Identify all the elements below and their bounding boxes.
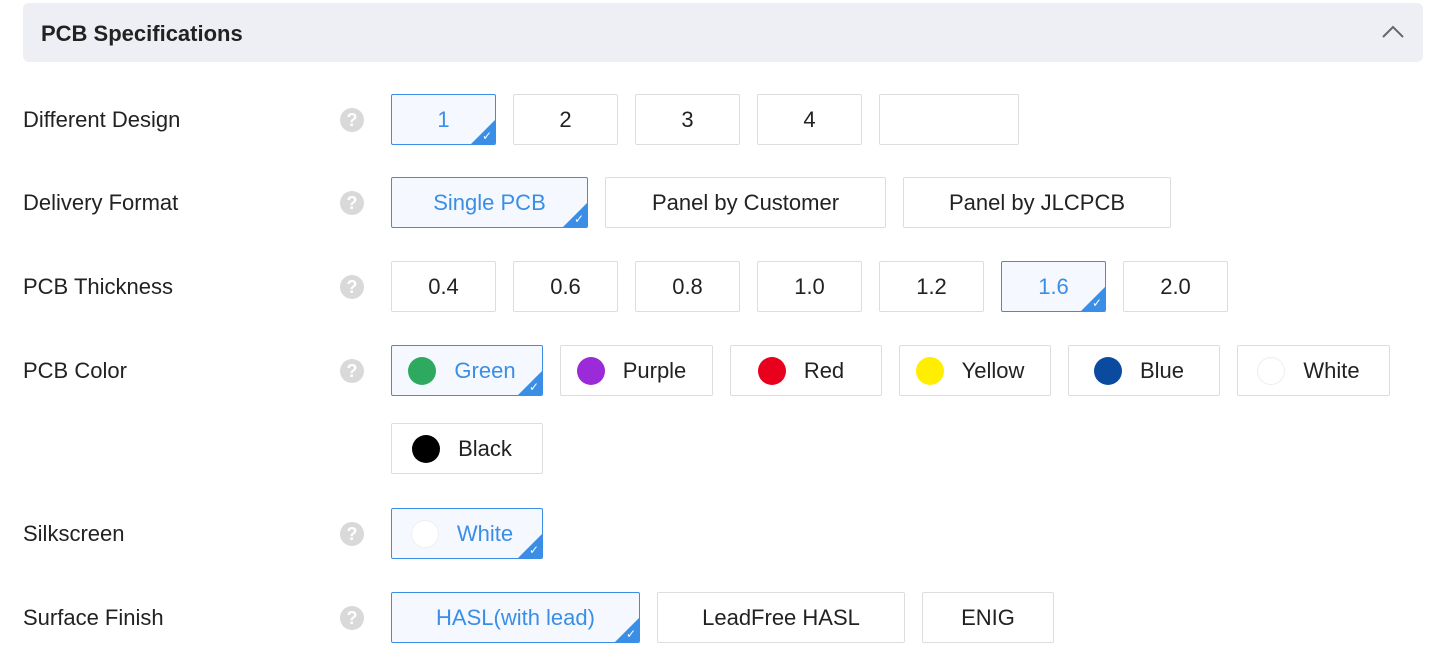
pcb-thickness-label: PCB Thickness [23, 274, 173, 299]
option-enig[interactable]: ENIG [922, 592, 1054, 643]
help-icon[interactable]: ? [340, 522, 364, 546]
different-design-label: Different Design [23, 107, 181, 132]
color-swatch-icon [408, 356, 437, 385]
chevron-up-icon[interactable] [1381, 23, 1405, 39]
option-1.2[interactable]: 1.2 [879, 261, 984, 312]
color-swatch-icon [410, 519, 439, 548]
option-hasl-with-lead-[interactable]: HASL(with lead) ✓ [391, 592, 640, 643]
option-label: 1.2 [916, 273, 947, 299]
option-label: Purple [622, 357, 687, 383]
option-yellow[interactable]: Yellow [899, 345, 1051, 396]
silkscreen-options: White ✓ [391, 508, 1411, 559]
option-label: 2 [559, 106, 572, 132]
option-label: 1 [437, 106, 450, 132]
option-label: 0.8 [672, 273, 703, 299]
option-label: Single PCB [433, 189, 546, 215]
delivery-format-options: Single PCB ✓ Panel by Customer Panel by JLC… [391, 177, 1411, 228]
color-swatch-icon [412, 434, 441, 463]
option-0.6[interactable]: 0.6 [513, 261, 618, 312]
option-white[interactable]: White [1237, 345, 1390, 396]
option-label: 0.4 [428, 273, 459, 299]
custom-design-count-input[interactable] [879, 94, 1019, 145]
help-icon[interactable]: ? [340, 359, 364, 383]
option-label: Yellow [961, 357, 1025, 383]
option-red[interactable]: Red [730, 345, 882, 396]
option-label: ENIG [961, 604, 1015, 630]
color-swatch-icon [576, 356, 605, 385]
option-label: 1.0 [794, 273, 825, 299]
option-label: Blue [1139, 357, 1185, 383]
pcb-color-options: Green ✓ Purple Red Yellow Blue White Black [391, 345, 1411, 474]
check-icon: ✓ [573, 212, 584, 226]
color-swatch-icon [1093, 356, 1122, 385]
pcb-thickness-options: 0.4 0.6 0.8 1.0 1.2 1.6 ✓ 2.0 [391, 261, 1411, 312]
color-swatch-icon [757, 356, 786, 385]
option-label: White [1303, 357, 1360, 383]
option-1.0[interactable]: 1.0 [757, 261, 862, 312]
option-white[interactable]: White ✓ [391, 508, 543, 559]
option-label: Red [803, 357, 845, 383]
surface-finish-options: HASL(with lead) ✓ LeadFree HASL ENIG [391, 592, 1411, 643]
help-icon[interactable]: ? [340, 108, 364, 132]
option-4[interactable]: 4 [757, 94, 862, 145]
option-label: White [456, 520, 514, 546]
section-header[interactable]: PCB Specifications [23, 3, 1423, 62]
option-leadfree-hasl[interactable]: LeadFree HASL [657, 592, 905, 643]
option-panel-by-jlcpcb[interactable]: Panel by JLCPCB [903, 177, 1171, 228]
option-panel-by-customer[interactable]: Panel by Customer [605, 177, 886, 228]
option-0.4[interactable]: 0.4 [391, 261, 496, 312]
check-icon: ✓ [528, 543, 539, 557]
option-label: Panel by Customer [651, 189, 840, 215]
option-label: 2.0 [1160, 273, 1191, 299]
option-purple[interactable]: Purple [560, 345, 713, 396]
help-icon[interactable]: ? [340, 191, 364, 215]
option-blue[interactable]: Blue [1068, 345, 1220, 396]
delivery-format-label: Delivery Format [23, 190, 179, 215]
option-1.6[interactable]: 1.6 ✓ [1001, 261, 1106, 312]
option-label: LeadFree HASL [702, 604, 860, 630]
silkscreen-label: Silkscreen [23, 521, 125, 546]
check-icon: ✓ [1091, 296, 1102, 310]
different-design-options: 1 ✓ 2 3 4 [391, 94, 1411, 145]
option-2.0[interactable]: 2.0 [1123, 261, 1228, 312]
check-icon: ✓ [625, 627, 636, 641]
check-icon: ✓ [528, 380, 539, 394]
help-icon[interactable]: ? [340, 606, 364, 630]
section-title: PCB Specifications [41, 21, 243, 46]
option-label: 1.6 [1038, 273, 1069, 299]
option-label: Black [458, 435, 512, 461]
option-0.8[interactable]: 0.8 [635, 261, 740, 312]
option-label: Panel by JLCPCB [948, 189, 1126, 215]
color-swatch-icon [1257, 356, 1286, 385]
option-black[interactable]: Black [391, 423, 543, 474]
pcb-color-label: PCB Color [23, 358, 127, 383]
color-swatch-icon [915, 356, 944, 385]
option-2[interactable]: 2 [513, 94, 618, 145]
surface-finish-label: Surface Finish [23, 605, 164, 630]
option-label: 0.6 [550, 273, 581, 299]
option-1[interactable]: 1 ✓ [391, 94, 496, 145]
option-label: 3 [681, 106, 694, 132]
option-label: HASL(with lead) [436, 604, 595, 630]
option-label: 4 [803, 106, 816, 132]
option-single-pcb[interactable]: Single PCB ✓ [391, 177, 588, 228]
help-icon[interactable]: ? [340, 275, 364, 299]
check-icon: ✓ [481, 129, 492, 143]
option-green[interactable]: Green ✓ [391, 345, 543, 396]
option-label: Green [454, 357, 516, 383]
option-3[interactable]: 3 [635, 94, 740, 145]
